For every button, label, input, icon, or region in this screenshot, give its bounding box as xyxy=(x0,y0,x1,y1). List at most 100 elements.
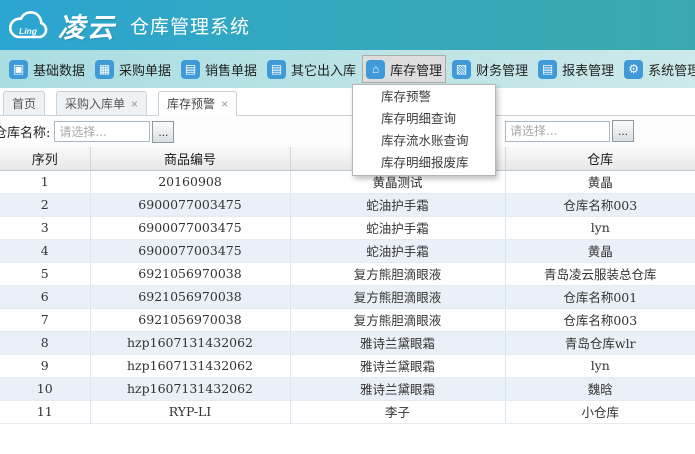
table-cell: 4 xyxy=(0,239,91,263)
table-cell: 黄晶 xyxy=(505,239,695,263)
tab-label: 库存预警 xyxy=(167,97,216,111)
table-cell: 仓库名称003 xyxy=(505,193,695,217)
table-cell: 蛇油护手霜 xyxy=(290,193,506,217)
menu-item-2[interactable]: ▤ 销售单据 xyxy=(177,55,261,83)
filter-bar: 仓库名称: ... ... xyxy=(0,116,695,147)
calendar-icon: ▤ xyxy=(181,59,201,79)
table-row[interactable]: 3 6900077003475 蛇油护手霜 lyn xyxy=(0,216,695,240)
table-cell: 10 xyxy=(0,377,91,401)
table-cell: 20160908 xyxy=(90,170,291,194)
menu-item-label: 系统管理 xyxy=(648,62,695,78)
tab-bar: 首页 采购入库单 × 库存预警 × xyxy=(0,88,695,116)
table-row[interactable]: 2 6900077003475 蛇油护手霜 仓库名称003 xyxy=(0,193,695,217)
menu-item-3[interactable]: ▤ 其它出入库 xyxy=(263,55,360,83)
table-cell: 6921056970038 xyxy=(90,308,291,332)
table-cell: RYP-LI xyxy=(90,400,291,424)
table-row[interactable]: 1 20160908 黄晶测试 黄晶 xyxy=(0,170,695,194)
table-cell: lyn xyxy=(505,216,695,240)
table-cell: 2 xyxy=(0,193,91,217)
table-cell: 青岛仓库wlr xyxy=(505,331,695,355)
table-cell: 1 xyxy=(0,170,91,194)
home-icon: ⌂ xyxy=(366,59,386,79)
table-row[interactable]: 4 6900077003475 蛇油护手霜 黄晶 xyxy=(0,239,695,263)
table-cell: 9 xyxy=(0,354,91,378)
second-picker-input[interactable] xyxy=(505,120,610,142)
table-cell: 6900077003475 xyxy=(90,193,291,217)
menu-item-4[interactable]: ⌂ 库存管理 xyxy=(362,55,447,83)
menu-bar: ▣ 基础数据 ▦ 采购单据 ▤ 销售单据 ▤ 其它出入库 ⌂ 库存管理 ▧ 财务… xyxy=(0,50,695,88)
menu-item-6[interactable]: ▤ 报表管理 xyxy=(534,55,618,83)
column-header: 仓库 xyxy=(505,147,695,171)
cloud-logo-icon: Ling xyxy=(9,11,48,39)
table-cell: 复方熊胆滴眼液 xyxy=(290,308,506,332)
table-cell: 黄晶 xyxy=(505,170,695,194)
table-cell: 蛇油护手霜 xyxy=(290,216,506,240)
calendar-icon: ▤ xyxy=(267,59,287,79)
table-cell: 6 xyxy=(0,285,91,309)
column-header: 商品编号 xyxy=(90,147,291,171)
table-cell: 7 xyxy=(0,308,91,332)
warehouse-name-label: 仓库名称: xyxy=(0,126,51,141)
column-header: 序列 xyxy=(0,147,91,171)
menu-item-label: 销售单据 xyxy=(205,62,258,78)
table-cell: lyn xyxy=(505,354,695,378)
table-header-row: 序列 商品编号 仓库 xyxy=(0,147,695,171)
menu-item-7[interactable]: ⚙ 系统管理 xyxy=(620,55,695,83)
tab-2[interactable]: 库存预警 × xyxy=(158,91,238,116)
table-cell: hzp1607131432062 xyxy=(90,331,291,355)
dropdown-item[interactable]: 库存流水账查询 xyxy=(381,134,469,148)
menu-item-label: 基础数据 xyxy=(33,62,86,78)
logo-text: Ling xyxy=(19,26,38,36)
dropdown-item[interactable]: 库存明细查询 xyxy=(381,112,457,126)
table-row[interactable]: 9 hzp1607131432062 雅诗兰黛眼霜 lyn xyxy=(0,354,695,378)
warehouse-picker-input[interactable] xyxy=(54,121,151,142)
table-cell: 11 xyxy=(0,400,91,424)
cube-icon: ▣ xyxy=(9,59,28,79)
table-cell: 6921056970038 xyxy=(90,262,291,286)
gear-icon: ⚙ xyxy=(624,59,644,79)
table-cell: 6900077003475 xyxy=(90,216,291,240)
dropdown-item[interactable]: 库存明细报废库 xyxy=(381,156,469,170)
tab-close-icon[interactable]: × xyxy=(221,96,229,111)
table-cell: 雅诗兰黛眼霜 xyxy=(290,331,506,355)
app-header: Ling 凌云 仓库管理系统 xyxy=(0,0,695,50)
table-cell: 雅诗兰黛眼霜 xyxy=(290,377,506,401)
table-row[interactable]: 7 6921056970038 复方熊胆滴眼液 仓库名称003 xyxy=(0,308,695,332)
menu-item-5[interactable]: ▧ 财务管理 xyxy=(448,55,532,83)
brand-name: 凌云 xyxy=(58,12,116,43)
table-row[interactable]: 11 RYP-LI 李子 小仓库 xyxy=(0,400,695,424)
menu-item-label: 采购单据 xyxy=(119,62,172,78)
table-cell: hzp1607131432062 xyxy=(90,354,291,378)
table-row[interactable]: 8 hzp1607131432062 雅诗兰黛眼霜 青岛仓库wlr xyxy=(0,331,695,355)
calendar-icon: ▤ xyxy=(538,59,558,79)
menu-item-1[interactable]: ▦ 采购单据 xyxy=(91,55,175,83)
tab-label: 首页 xyxy=(12,97,37,111)
dropdown-item[interactable]: 库存预警 xyxy=(381,90,432,104)
table-cell: 李子 xyxy=(290,400,506,424)
menu-item-label: 报表管理 xyxy=(562,62,615,78)
table-cell: 仓库名称003 xyxy=(505,308,695,332)
tab-1[interactable]: 采购入库单 × xyxy=(56,91,148,115)
tab-0[interactable]: 首页 xyxy=(3,91,46,115)
menu-item-label: 库存管理 xyxy=(390,62,443,78)
table-cell: 雅诗兰黛眼霜 xyxy=(290,354,506,378)
tab-label: 采购入库单 xyxy=(65,97,126,111)
tab-close-icon[interactable]: × xyxy=(131,96,139,111)
table-cell: 6921056970038 xyxy=(90,285,291,309)
table-cell: 魏晗 xyxy=(505,377,695,401)
second-picker-button[interactable]: ... xyxy=(612,120,634,142)
table-cell: 8 xyxy=(0,331,91,355)
table-row[interactable]: 10 hzp1607131432062 雅诗兰黛眼霜 魏晗 xyxy=(0,377,695,401)
table-cell: 复方熊胆滴眼液 xyxy=(290,285,506,309)
table-row[interactable]: 6 6921056970038 复方熊胆滴眼液 仓库名称001 xyxy=(0,285,695,309)
table-cell: 5 xyxy=(0,262,91,286)
warehouse-picker-button[interactable]: ... xyxy=(152,120,175,143)
second-filter-group: ... xyxy=(505,120,634,142)
table-cell: 复方熊胆滴眼液 xyxy=(290,262,506,286)
inventory-warning-table: 序列 商品编号 仓库 1 20160908 黄晶测试 黄晶 2 6900077003475 蛇油… xyxy=(0,147,695,424)
table-row[interactable]: 5 6921056970038 复方熊胆滴眼液 青岛凌云服装总仓库 xyxy=(0,262,695,286)
table-cell: 蛇油护手霜 xyxy=(290,239,506,263)
table-cell: 3 xyxy=(0,216,91,240)
menu-item-0[interactable]: ▣ 基础数据 xyxy=(5,55,89,83)
